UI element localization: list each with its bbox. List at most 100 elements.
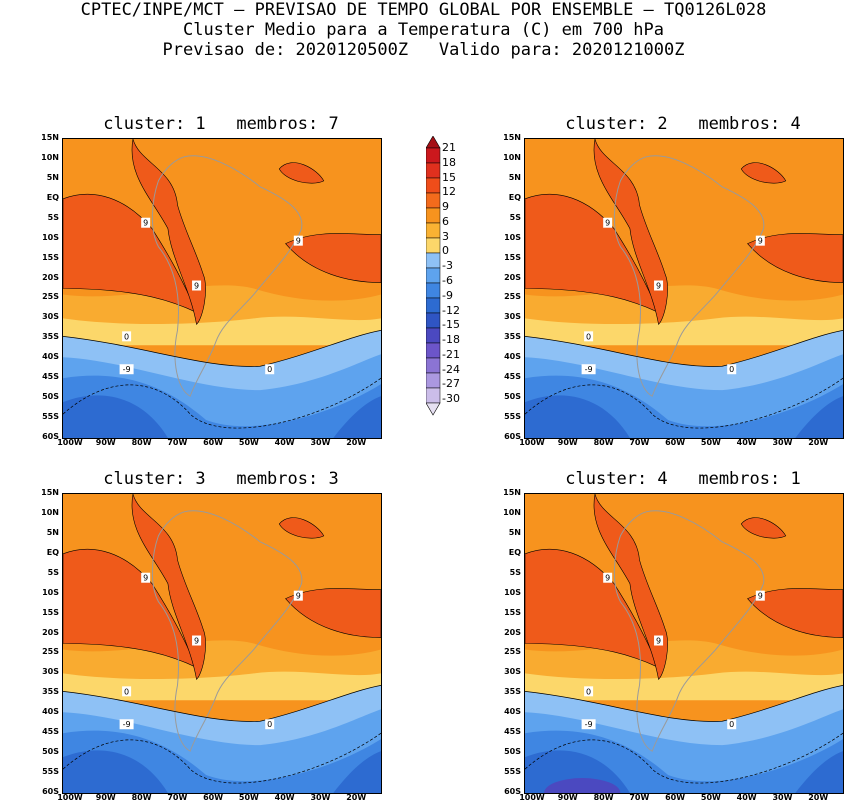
lon-tick-label: 40W [274, 793, 295, 802]
warm-contour-region [63, 193, 198, 314]
lon-tick-label: 60W [665, 438, 686, 447]
colorbar-top-arrow [426, 136, 441, 149]
colorbar-segment [426, 297, 441, 314]
lat-tick-label: 15N [41, 133, 59, 142]
lat-tick-label: 50S [504, 392, 521, 402]
svg-text:9: 9 [605, 574, 610, 583]
lat-tick-label: 35S [42, 687, 59, 697]
lon-tick-label: 100W [519, 793, 545, 802]
lon-tick-label: 30W [310, 438, 331, 447]
lat-tick-label: 30S [504, 667, 521, 677]
lat-tick-label: 25S [42, 647, 59, 657]
contour-label: 9 [603, 217, 613, 228]
colorbar-label: 6 [442, 214, 449, 228]
lat-tick-label: 5N [508, 527, 521, 537]
lat-tick-label: 20S [42, 272, 59, 282]
lon-tick-label: 40W [274, 438, 295, 447]
contour-label: 9 [141, 217, 151, 228]
lon-tick-label: 50W [238, 793, 259, 802]
warm-contour-region [278, 162, 325, 184]
colorbar-bottom-arrow [426, 402, 441, 416]
lat-tick-label: 55S [42, 412, 59, 422]
colorbar-segment [426, 282, 441, 299]
lon-tick-label: 100W [57, 793, 83, 802]
contour-label: 9 [293, 235, 303, 246]
lat-tick-label: 15S [504, 607, 521, 617]
contour-label: 0 [727, 364, 737, 375]
lon-tick-label: 40W [736, 793, 757, 802]
lat-tick-label: 25S [504, 292, 521, 302]
lon-tick-label: 90W [95, 793, 116, 802]
contour-label: 9 [603, 572, 613, 583]
colorbar-label: -9 [442, 288, 453, 302]
colorbar-label: 9 [442, 200, 449, 214]
lat-tick-label: 25S [504, 647, 521, 657]
contour-label: 0 [122, 331, 132, 342]
colorbar-segment [426, 192, 441, 209]
contour-label: -9 [119, 364, 134, 375]
lat-tick-label: 45S [42, 372, 59, 382]
lon-tick-label: 30W [772, 793, 793, 802]
svg-text:0: 0 [586, 687, 591, 696]
svg-text:0: 0 [124, 332, 129, 341]
lat-tick-label: 55S [504, 412, 521, 422]
contour-label: 9 [654, 280, 664, 291]
lon-tick-label: 80W [593, 438, 614, 447]
warm-contour-region [525, 193, 660, 314]
svg-text:-9: -9 [123, 720, 131, 729]
svg-text:9: 9 [143, 219, 148, 228]
map-panel-3: 9 9 9 0 0 -9 [62, 493, 382, 794]
lon-tick-label: 20W [808, 793, 829, 802]
colorbar-label: -30 [442, 392, 460, 406]
lon-tick-label: 90W [557, 438, 578, 447]
lon-tick-label: 50W [700, 438, 721, 447]
svg-text:-9: -9 [123, 365, 131, 374]
panel-title-3: cluster: 3 membros: 3 [103, 469, 339, 489]
colorbar-segment [426, 357, 441, 374]
colorbar-segment [426, 162, 441, 179]
warm-contour-region [285, 233, 381, 283]
contour-label: 9 [192, 280, 202, 291]
warm-contour-region [131, 494, 206, 680]
lat-tick-label: 20S [42, 627, 59, 637]
lat-tick-label: 60S [504, 787, 521, 796]
lat-tick-label: 5N [46, 172, 59, 182]
lon-tick-label: 30W [310, 793, 331, 802]
continent-outline [151, 155, 303, 397]
lon-tick-label: 80W [131, 438, 152, 447]
contour-label: 0 [122, 686, 132, 697]
svg-text:9: 9 [758, 237, 763, 246]
colorbar-label: -3 [442, 259, 453, 273]
lat-tick-label: 20S [504, 627, 521, 637]
lon-tick-label: 60W [203, 793, 224, 802]
lon-tick-label: 20W [808, 438, 829, 447]
colorbar-segment [426, 222, 441, 239]
contour-label: 9 [755, 590, 765, 601]
lat-tick-label: 50S [42, 392, 59, 402]
lat-tick-label: EQ [508, 192, 521, 202]
svg-text:-9: -9 [585, 720, 593, 729]
map-panel-4: 9 9 9 0 0 -9 [524, 493, 844, 794]
lat-tick-label: 35S [504, 687, 521, 697]
colorbar-segment [426, 342, 441, 359]
lon-tick-label: 30W [772, 438, 793, 447]
lon-tick-label: 90W [557, 793, 578, 802]
svg-text:9: 9 [143, 574, 148, 583]
lat-tick-label: 5S [47, 212, 59, 222]
lat-tick-label: 5N [46, 527, 59, 537]
colorbar-segment [426, 267, 441, 284]
contour-label: 9 [293, 590, 303, 601]
lat-tick-label: 45S [504, 727, 521, 737]
colorbar-label: -21 [442, 347, 460, 361]
warm-contour-region [63, 548, 198, 669]
colorbar-label: -6 [442, 273, 453, 287]
colorbar-segment [426, 177, 441, 194]
contour-label: -9 [581, 719, 596, 730]
warm-contour-region [525, 548, 660, 669]
colorbar-label: 21 [442, 141, 456, 154]
colorbar-label: -15 [442, 318, 460, 332]
zero-contour-line [63, 330, 381, 367]
svg-text:0: 0 [267, 720, 272, 729]
map-panel-2: 9 9 9 0 0 -9 [524, 138, 844, 439]
lat-tick-label: 30S [42, 667, 59, 677]
